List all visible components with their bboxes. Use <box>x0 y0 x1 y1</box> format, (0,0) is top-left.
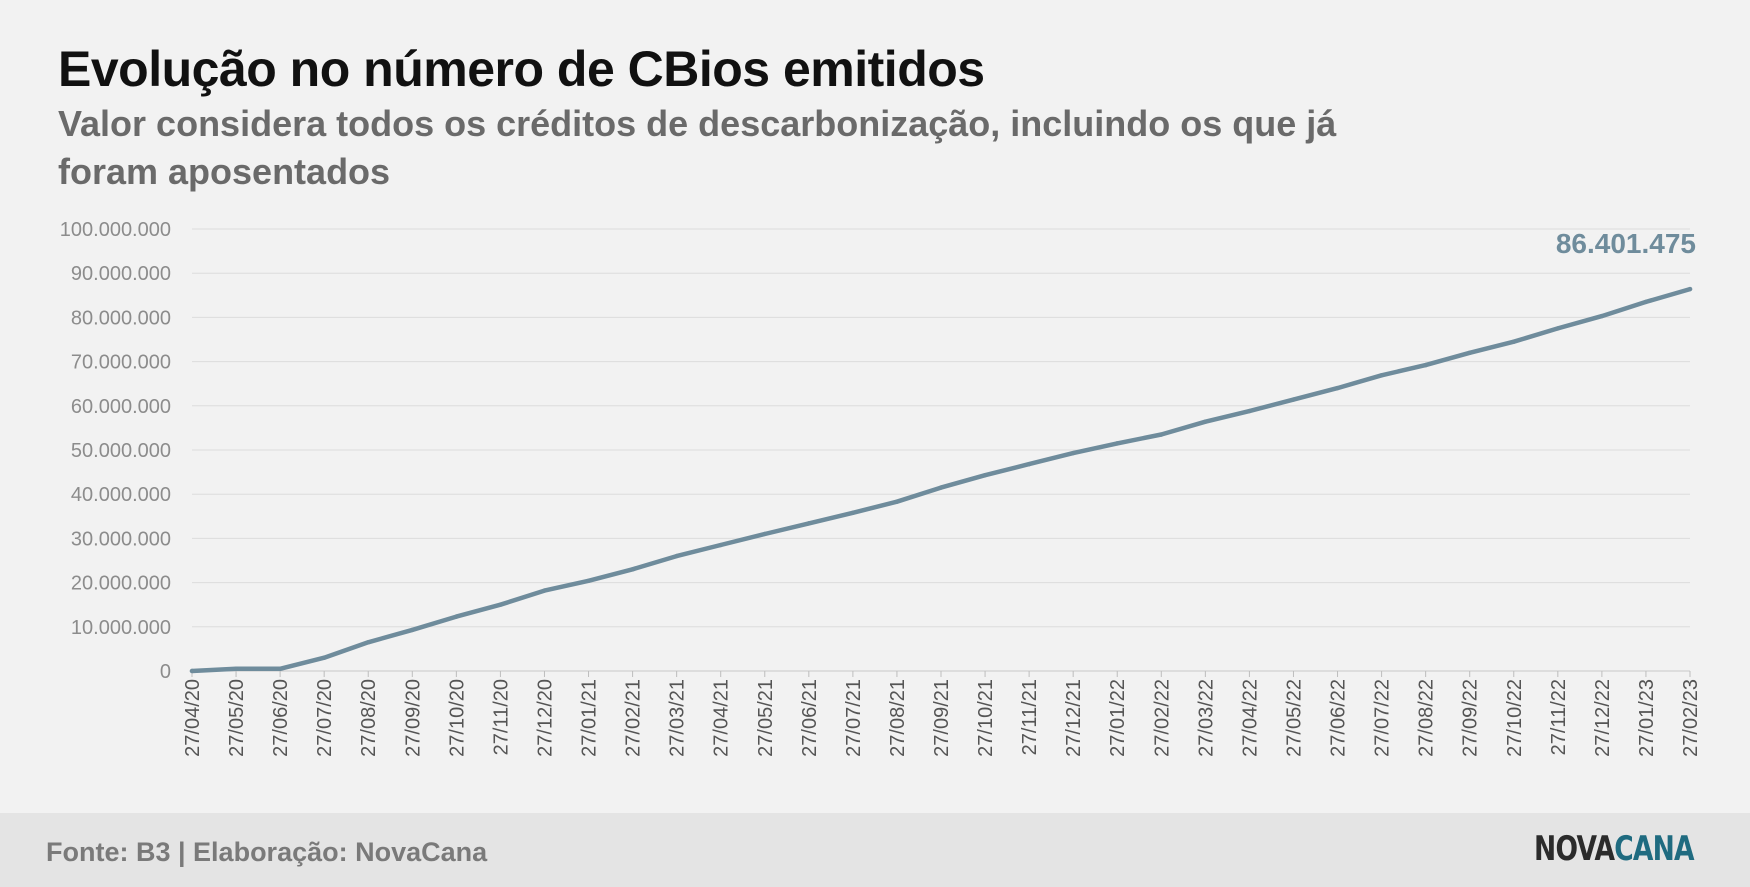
data-point <box>366 640 371 645</box>
y-tick-label: 100.000.000 <box>60 219 171 241</box>
x-tick-label: 27/08/22 <box>1416 679 1438 757</box>
x-tick-label: 27/06/21 <box>799 679 821 757</box>
x-tick-label: 27/10/21 <box>975 679 997 757</box>
x-tick-label: 27/05/20 <box>226 679 248 757</box>
data-point <box>1070 450 1076 456</box>
y-tick-label: 20.000.000 <box>71 573 171 595</box>
data-point <box>1026 461 1032 467</box>
x-tick-label: 27/06/22 <box>1328 679 1350 757</box>
line-chart: 0 10.000.000 20.000.000 30.000.000 40.000.00… <box>60 219 1702 757</box>
x-tick-label: 27/01/23 <box>1636 679 1658 757</box>
data-point <box>1203 419 1208 424</box>
data-point <box>1291 397 1296 402</box>
data-point <box>542 588 547 593</box>
data-point <box>1379 373 1384 378</box>
x-tick-label: 27/12/21 <box>1063 679 1085 757</box>
x-tick-label: 27/08/20 <box>358 679 380 757</box>
x-tick-label: 27/05/21 <box>755 679 777 757</box>
data-point <box>189 668 195 674</box>
y-tick-label: 70.000.000 <box>71 352 171 374</box>
x-tick-label: 27/10/22 <box>1504 679 1526 757</box>
x-tick-label: 27/10/20 <box>446 679 468 757</box>
data-point <box>277 666 283 671</box>
x-tick-label: 27/02/21 <box>623 679 645 757</box>
x-tick-label: 27/07/21 <box>843 679 865 757</box>
x-tick-label: 27/06/20 <box>270 679 292 757</box>
data-point <box>1467 350 1472 355</box>
x-tick-label: 27/04/20 <box>182 679 204 757</box>
y-tick-label: 80.000.000 <box>71 307 171 329</box>
y-tick-label: 90.000.000 <box>71 263 171 285</box>
data-point <box>894 499 900 504</box>
data-point <box>1555 326 1561 331</box>
data-point <box>938 485 944 490</box>
final-value-label: 86.401.475 <box>1556 228 1696 259</box>
y-tick-label: 10.000.000 <box>71 617 171 639</box>
data-point <box>630 567 635 572</box>
logo-part-nova: NOVA <box>1534 829 1615 869</box>
y-tick-label: 0 <box>160 661 171 683</box>
x-tick-label: 27/04/21 <box>711 679 733 757</box>
data-point <box>410 627 415 633</box>
source-credit: Fonte: B3 | Elaboração: NovaCana <box>46 837 488 867</box>
y-tick-label: 40.000.000 <box>71 484 171 506</box>
data-point <box>1335 385 1340 391</box>
data-point <box>454 614 459 619</box>
data-point <box>1599 313 1605 319</box>
x-tick-label: 27/09/20 <box>402 679 424 757</box>
logo-part-cana: CANA <box>1614 829 1694 869</box>
series-line <box>189 286 1693 674</box>
x-tick-label: 27/09/21 <box>931 679 953 757</box>
x-tick-label: 27/08/21 <box>887 679 909 757</box>
data-point <box>674 553 679 559</box>
data-point <box>1423 362 1428 368</box>
x-tick-label: 27/03/21 <box>667 679 689 757</box>
data-point <box>586 578 591 584</box>
x-tick-label: 27/11/20 <box>490 679 512 755</box>
data-point <box>1687 286 1693 292</box>
data-point <box>1247 408 1252 414</box>
x-tick-label: 27/02/22 <box>1151 679 1173 757</box>
chart-subtitle: Valor considera todos os créditos de des… <box>58 103 1337 192</box>
x-tick-label: 27/09/22 <box>1460 679 1482 757</box>
x-tick-label: 27/07/20 <box>314 679 336 757</box>
data-point <box>1511 339 1516 344</box>
data-point <box>982 472 988 478</box>
data-point <box>1643 299 1649 305</box>
x-tick-label: 27/02/23 <box>1680 679 1702 757</box>
data-point <box>498 602 503 607</box>
x-tick-label: 27/03/22 <box>1195 679 1217 757</box>
data-point <box>806 521 812 526</box>
x-tick-label: 27/01/22 <box>1107 679 1129 757</box>
x-tick-label: 27/04/22 <box>1239 679 1261 757</box>
data-point <box>233 666 239 671</box>
x-tick-label: 27/05/22 <box>1283 679 1305 757</box>
chart-title: Evolução no número de CBios emitidos <box>58 41 985 97</box>
data-point <box>321 655 327 660</box>
data-point <box>850 510 856 515</box>
y-tick-label: 30.000.000 <box>71 528 171 550</box>
data-point <box>762 531 767 537</box>
data-point <box>718 542 723 548</box>
data-point <box>1159 432 1164 437</box>
data-point <box>1115 441 1120 446</box>
novacana-logo: NOVACANA <box>1534 829 1695 869</box>
x-tick-label: 27/07/22 <box>1372 679 1394 757</box>
x-tick-label: 27/11/21 <box>1019 679 1041 755</box>
x-tick-label: 27/12/22 <box>1592 679 1614 757</box>
x-tick-label: 27/01/21 <box>579 679 601 757</box>
x-tick-label: 27/11/22 <box>1548 679 1570 755</box>
y-tick-label: 60.000.000 <box>71 396 171 418</box>
x-tick-label: 27/12/20 <box>534 679 556 757</box>
footer-bar: Fonte: B3 | Elaboração: NovaCana NOVACAN… <box>0 813 1750 887</box>
y-tick-label: 50.000.000 <box>71 440 171 462</box>
